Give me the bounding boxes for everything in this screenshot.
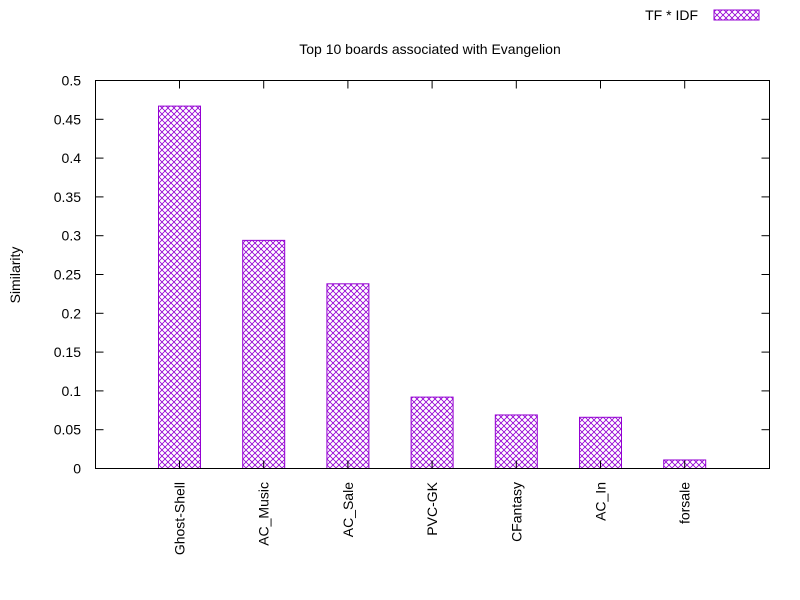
y-tick-label: 0.1 [62,383,82,399]
x-tick-label: AC_In [593,482,609,521]
y-tick-label: 0.45 [54,111,81,127]
bar-ac-music [242,239,286,469]
x-tick-label: Ghost-Shell [172,482,188,555]
legend-swatch [713,9,760,21]
legend: TF * IDF [645,7,760,23]
x-tick-label: forsale [677,482,693,524]
bar-ac-in [579,416,622,469]
y-tick-label: 0.4 [62,150,82,166]
x-tick-label: CFantasy [508,482,524,542]
x-tick-label: AC_Music [256,482,272,546]
plot-frame [95,80,770,469]
y-tick-label: 0.15 [54,344,81,360]
y-tick-label: 0.2 [62,305,82,321]
y-tick-label: 0.3 [62,228,82,244]
y-tick-label: 0.5 [62,73,82,89]
bar-cfantasy [494,414,538,469]
bars [158,80,707,470]
bar-ghost-shell [158,105,201,469]
x-tick-label: AC_Sale [340,482,356,537]
y-tick-label: 0.25 [54,267,81,283]
chart-title: Top 10 boards associated with Evangelion [299,41,561,57]
y-axis-label: Similarity [7,247,23,304]
y-axis-ticks: 0 0.05 0.1 0.15 0.2 0.25 0.3 0.35 0.4 0.45 0.5 [54,73,770,477]
y-tick-label: 0 [73,461,81,477]
bar-pvc-gk [410,396,454,469]
y-tick-label: 0.05 [54,422,81,438]
bar-ac-sale [326,283,370,470]
x-axis-tick-labels: Ghost-Shell AC_Music AC_Sale PVC-GK CFantasy… [172,481,693,555]
y-tick-label: 0.35 [54,189,81,205]
legend-label: TF * IDF [645,7,698,23]
x-tick-label: PVC-GK [424,481,440,535]
